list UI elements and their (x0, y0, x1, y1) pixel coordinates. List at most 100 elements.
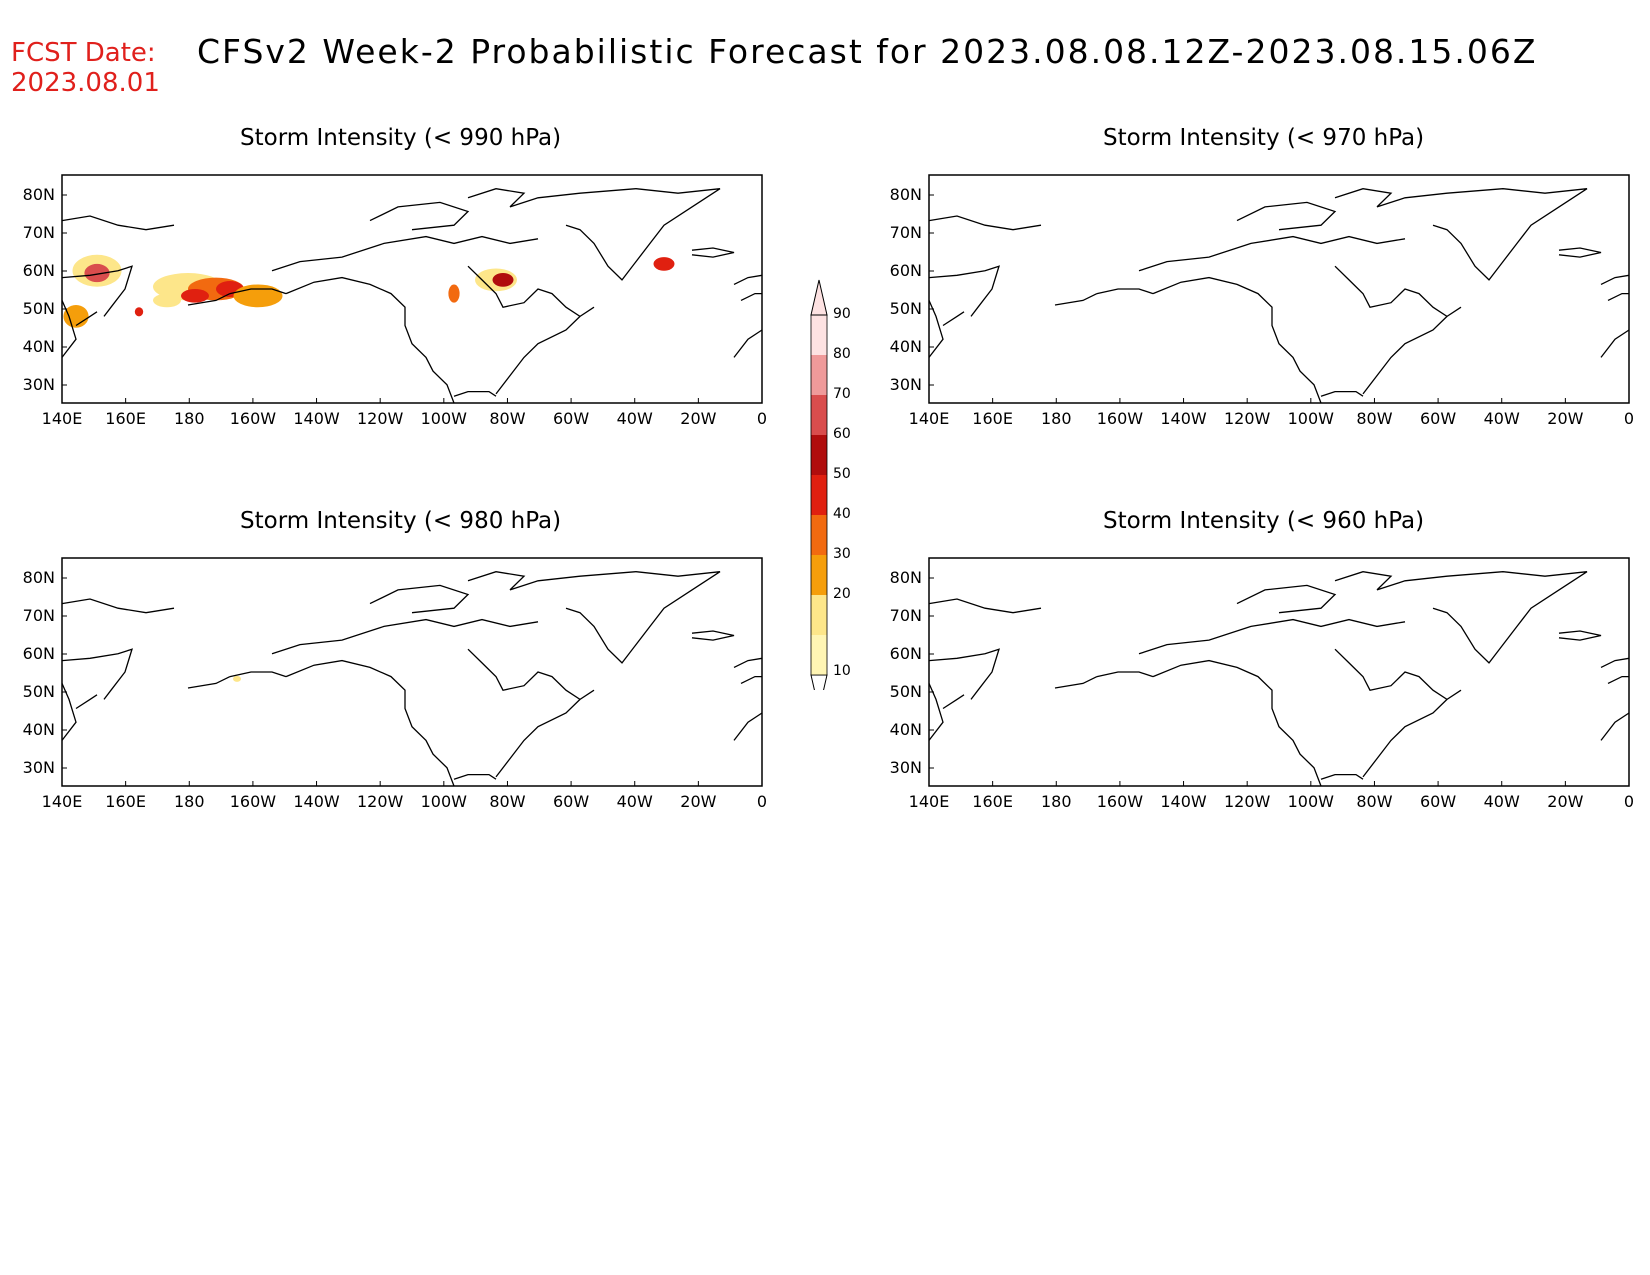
probability-shading-10 (492, 273, 514, 287)
lon-label-140E: 140E (42, 792, 83, 811)
lon-label-0: 0 (757, 792, 767, 811)
lon-label-40W: 40W (1484, 792, 1520, 811)
probability-shading-1 (84, 263, 110, 283)
probability-shading-6 (233, 284, 283, 308)
lon-label-180: 180 (1041, 792, 1072, 811)
lon-label-140W: 140W (293, 792, 340, 811)
lat-label-40N: 40N (23, 337, 55, 356)
coastline-10 (740, 675, 762, 684)
map-plot: 80N 70N 60N 50N 40N 30N 140E 160E 180 160W 140W 120… (890, 174, 1634, 428)
lat-label-80N: 80N (23, 185, 55, 204)
coastline-14 (61, 300, 77, 358)
coastline-10 (1607, 675, 1629, 684)
lon-label-60W: 60W (1420, 792, 1456, 811)
panel-title: Storm Intensity (< 960 hPa) (1103, 508, 1425, 534)
panel-title: Storm Intensity (< 990 hPa) (240, 125, 562, 151)
lon-label-160E: 160E (105, 409, 146, 428)
panel-title: Storm Intensity (< 970 hPa) (1103, 125, 1425, 151)
lat-label-70N: 70N (890, 223, 922, 242)
lon-label-40W: 40W (1484, 409, 1520, 428)
coastline-7 (1376, 571, 1588, 664)
lon-label-140E: 140E (909, 792, 950, 811)
coastline-0 (1152, 659, 1322, 787)
lon-label-40W: 40W (617, 792, 653, 811)
map-panel-970: Storm Intensity (< 970 hPa) 80N 70N 60N 50N… (867, 125, 1650, 465)
coastline-13 (61, 648, 133, 700)
colorbar-label-10: 10 (833, 663, 851, 679)
map-plot: 80N 70N 60N 50N 40N 30N 140E 160E 180 160W 140W 120… (23, 557, 767, 811)
coastline-2 (1054, 676, 1098, 689)
coastline-3 (1138, 618, 1406, 655)
coastline-4 (467, 265, 595, 318)
coastline-11 (733, 329, 763, 358)
lon-label-60W: 60W (1420, 409, 1456, 428)
coastline-6 (453, 773, 497, 780)
lat-label-30N: 30N (890, 375, 922, 394)
coastline-3 (1138, 235, 1406, 272)
lon-label-140E: 140E (42, 409, 83, 428)
colorbar-lower-extend (810, 674, 828, 690)
coastline-0 (285, 659, 455, 787)
coastline-7 (509, 188, 721, 281)
colorbar-swatch-70 (811, 395, 827, 435)
map-plot: 80N 70N 60N 50N 40N 30N 140E 160E 180 160W 140W 120… (890, 557, 1634, 811)
lat-label-70N: 70N (23, 606, 55, 625)
coastline-17 (1334, 188, 1393, 208)
coastline-15 (942, 311, 965, 327)
coastline-7 (1376, 188, 1588, 281)
coastline-1 (1096, 288, 1154, 295)
map-panel-980: Storm Intensity (< 980 hPa) 80N 70N 60N 50N… (0, 508, 800, 848)
coastline-15 (75, 694, 98, 710)
map-plot: 80N 70N 60N 50N 40N 30N 140E 160E 180 160W 140W 120… (23, 174, 767, 428)
coastline-11 (733, 712, 763, 741)
coastline-4 (1334, 265, 1462, 318)
map-frame (928, 557, 1630, 787)
lat-label-40N: 40N (23, 720, 55, 739)
probability-shading-8 (153, 293, 181, 308)
coastline-14 (61, 683, 77, 741)
coastline-5 (495, 315, 581, 395)
map-frame (61, 174, 763, 404)
coastline-3 (271, 618, 539, 655)
coastline-4 (467, 648, 595, 701)
coastline-16 (369, 584, 470, 614)
coastline-15 (942, 694, 965, 710)
lon-label-0: 0 (757, 409, 767, 428)
probability-shading-11 (448, 284, 460, 303)
panel-title: Storm Intensity (< 980 hPa) (240, 508, 562, 534)
lon-label-60W: 60W (553, 409, 589, 428)
lat-label-60N: 60N (890, 644, 922, 663)
lat-label-30N: 30N (23, 758, 55, 777)
coastline-2 (187, 293, 231, 306)
coastline-16 (1236, 584, 1337, 614)
lon-label-60W: 60W (553, 792, 589, 811)
colorbar-swatch-50 (811, 475, 827, 515)
lon-label-20W: 20W (1547, 409, 1583, 428)
coastline-7 (509, 571, 721, 664)
lon-label-180: 180 (174, 409, 205, 428)
lon-label-100W: 100W (421, 792, 468, 811)
lon-label-0: 0 (1624, 792, 1634, 811)
colorbar-swatch-20 (811, 595, 827, 635)
colorbar-swatch-80 (811, 355, 827, 395)
coastline-12 (61, 598, 175, 614)
coastline-15 (75, 311, 98, 327)
probability-shading-7 (181, 289, 209, 303)
fcst-date-caption: FCST Date: (11, 38, 156, 68)
lon-label-100W: 100W (1288, 792, 1335, 811)
colorbar-swatch-30 (811, 555, 827, 595)
lon-label-120W: 120W (1224, 409, 1271, 428)
colorbar-swatch-40 (811, 515, 827, 555)
probability-shading-2 (63, 304, 89, 328)
colorbar-outline (810, 314, 828, 676)
lon-label-100W: 100W (1288, 409, 1335, 428)
lon-label-140W: 140W (293, 409, 340, 428)
lon-label-80W: 80W (1356, 409, 1392, 428)
lat-label-40N: 40N (890, 720, 922, 739)
coastline-11 (1600, 712, 1630, 741)
lon-label-160E: 160E (972, 792, 1013, 811)
lon-label-20W: 20W (680, 409, 716, 428)
lon-label-120W: 120W (1224, 792, 1271, 811)
coastline-12 (928, 598, 1042, 614)
coastline-11 (1600, 329, 1630, 358)
